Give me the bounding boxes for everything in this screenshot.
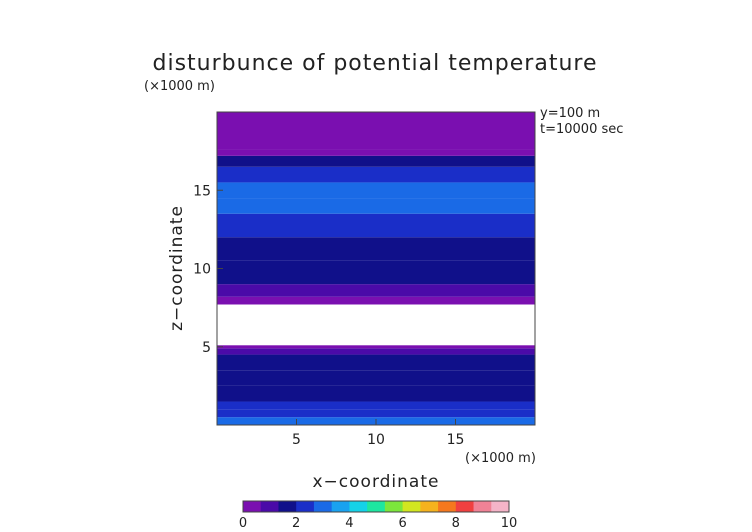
colorbar-tick-label: 2: [292, 516, 300, 531]
heatmap-band: [217, 304, 535, 346]
colorbar-frame: [242, 500, 510, 513]
colorbar-swatch: [438, 501, 457, 512]
colorbar-swatch: [313, 501, 333, 512]
colorbar-swatch: [296, 501, 315, 512]
heatmap-band: [217, 348, 535, 355]
heatmap-band: [217, 370, 535, 386]
colorbar-tick-label: 10: [501, 516, 518, 531]
x-tick-label: 15: [447, 432, 465, 448]
y-tick-label: 15: [193, 183, 211, 199]
heatmap-band: [217, 198, 535, 214]
heatmap-band: [217, 401, 535, 410]
heatmap-band: [217, 260, 535, 285]
colorbar-swatch: [384, 501, 404, 512]
heatmap-band: [217, 237, 535, 261]
annotation-y: y=100 m: [540, 106, 600, 121]
colorbar-swatch: [278, 501, 297, 512]
annotation-t: t=10000 sec: [540, 122, 623, 137]
heatmap-band: [217, 149, 535, 156]
heatmap-bands: [217, 112, 535, 425]
x-unit-label: (×1000 m): [465, 451, 536, 466]
x-tick-label: 10: [367, 432, 385, 448]
colorbar-swatch: [420, 501, 439, 512]
heatmap-band: [217, 409, 535, 418]
colorbar-swatch: [260, 501, 279, 512]
colorbar-swatch: [455, 501, 475, 512]
axis-ticks: 5 10 15 5 10 15: [193, 183, 464, 448]
colorbar-swatch: [367, 501, 386, 512]
colorbar-swatch: [243, 501, 262, 512]
colorbar-swatch: [491, 501, 510, 512]
heatmap-band: [217, 155, 535, 167]
heatmap-band: [217, 213, 535, 238]
heatmap-band: [217, 296, 535, 305]
colorbar-tick-label: 8: [452, 516, 460, 531]
colorbar-tick-label: 0: [239, 516, 247, 531]
colorbar-swatch: [349, 501, 368, 512]
heatmap-band: [217, 354, 535, 371]
colorbar: 0 2 4 6 8 10: [239, 500, 518, 531]
y-tick-label: 10: [193, 262, 211, 278]
y-tick-label: 5: [202, 340, 211, 356]
heatmap-band: [217, 385, 535, 402]
heatmap-band: [217, 166, 535, 183]
y-axis-label: z−coordinate: [167, 205, 187, 331]
heatmap-band: [217, 284, 535, 297]
colorbar-swatch: [331, 501, 350, 512]
x-axis-label: x−coordinate: [313, 472, 440, 492]
colorbar-tick-label: 6: [398, 516, 406, 531]
y-unit-label: (×1000 m): [144, 79, 215, 94]
colorbar-tick-label: 4: [345, 516, 353, 531]
colorbar-swatch: [473, 501, 492, 512]
heatmap-band: [217, 112, 535, 150]
colorbar-swatch: [402, 501, 421, 512]
heatmap-band: [217, 345, 535, 349]
heatmap-band: [217, 182, 535, 199]
chart-title: disturbunce of potential temperature: [153, 51, 598, 76]
x-tick-label: 5: [292, 432, 301, 448]
